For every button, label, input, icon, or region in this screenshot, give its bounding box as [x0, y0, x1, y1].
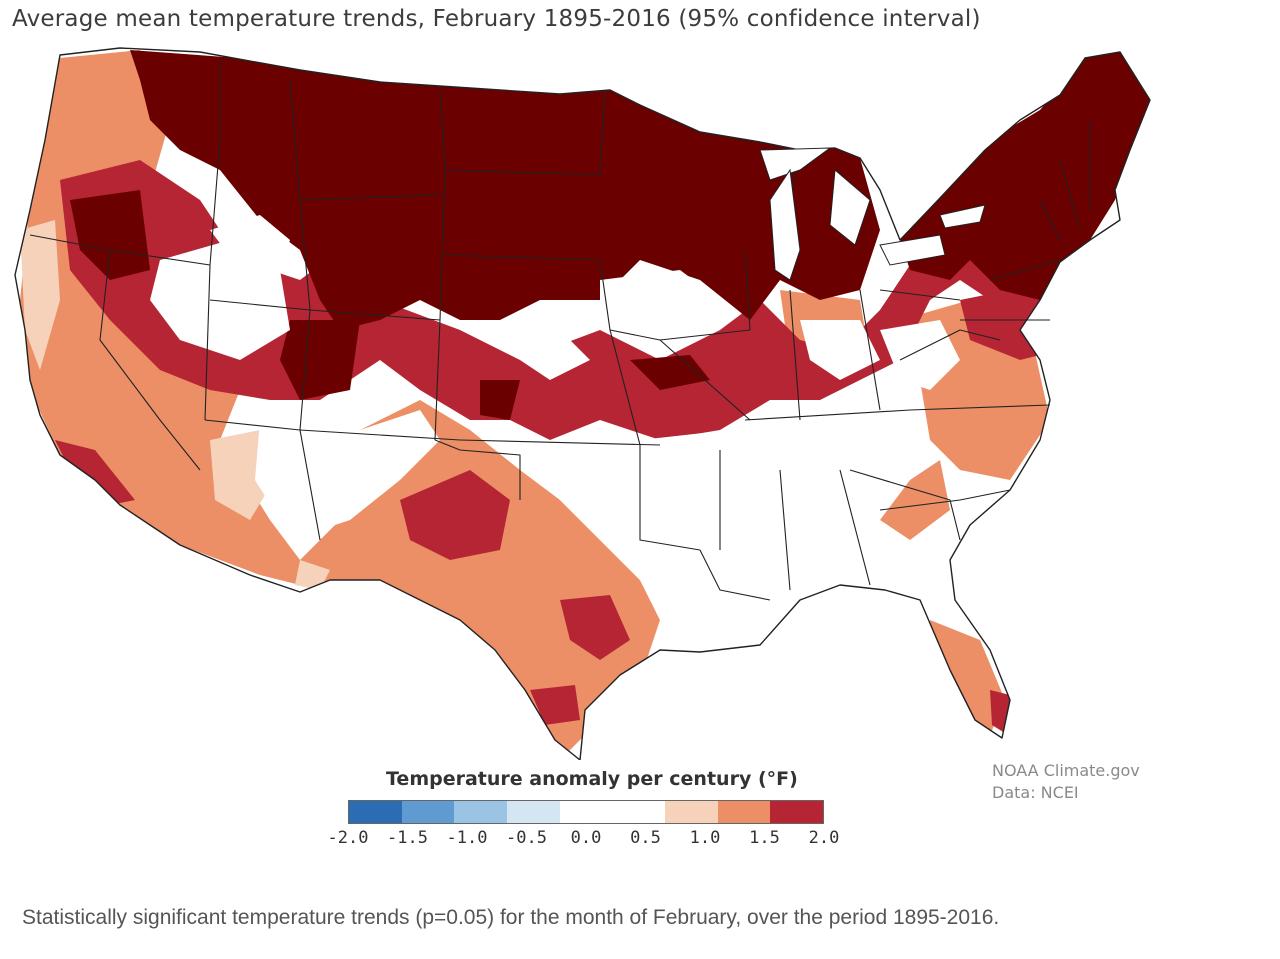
state-borders — [29, 60, 1091, 601]
legend-colorbar — [348, 800, 824, 824]
legend-tick-label: -0.5 — [506, 828, 547, 848]
legend-swatch — [559, 801, 613, 823]
anomaly-dark-regions — [70, 50, 1150, 420]
legend-swatch — [349, 801, 402, 823]
legend-title: Temperature anomaly per century (°F) — [386, 768, 798, 790]
legend-tick-labels: -2.0 -1.5 -1.0 -0.5 0.0 0.5 1.0 1.5 2.0 — [0, 828, 1280, 852]
legend-tick-label: 1.5 — [749, 828, 780, 848]
figure-caption: Statistically significant temperature tr… — [22, 906, 1000, 929]
credit-source: NOAA Climate.gov — [992, 761, 1140, 780]
legend-tick-label: -2.0 — [327, 828, 369, 848]
legend-swatch — [507, 801, 560, 823]
anomaly-light-regions — [20, 220, 330, 590]
legend-swatch — [665, 801, 718, 823]
credit-data: Data: NCEI — [992, 783, 1079, 802]
great-lakes — [759, 147, 986, 281]
legend-swatch — [454, 801, 508, 823]
legend-tick-label: -1.5 — [387, 828, 428, 848]
us-map — [14, 47, 1151, 760]
legend-tick-label: 0.0 — [570, 828, 602, 848]
legend-tick-label: -1.0 — [446, 828, 488, 848]
map-title: Average mean temperature trends, Februar… — [12, 6, 981, 32]
us-outline — [14, 47, 1151, 760]
legend-tick-label: 1.0 — [689, 828, 721, 848]
legend-tick-label: 0.5 — [630, 828, 661, 848]
credit-block: NOAA Climate.gov Data: NCEI — [992, 760, 1140, 804]
legend-swatch — [770, 801, 824, 823]
legend-swatch — [401, 801, 455, 823]
legend-swatch — [717, 801, 771, 823]
legend-tick-label: 2.0 — [808, 828, 840, 848]
legend-swatch — [612, 801, 666, 823]
